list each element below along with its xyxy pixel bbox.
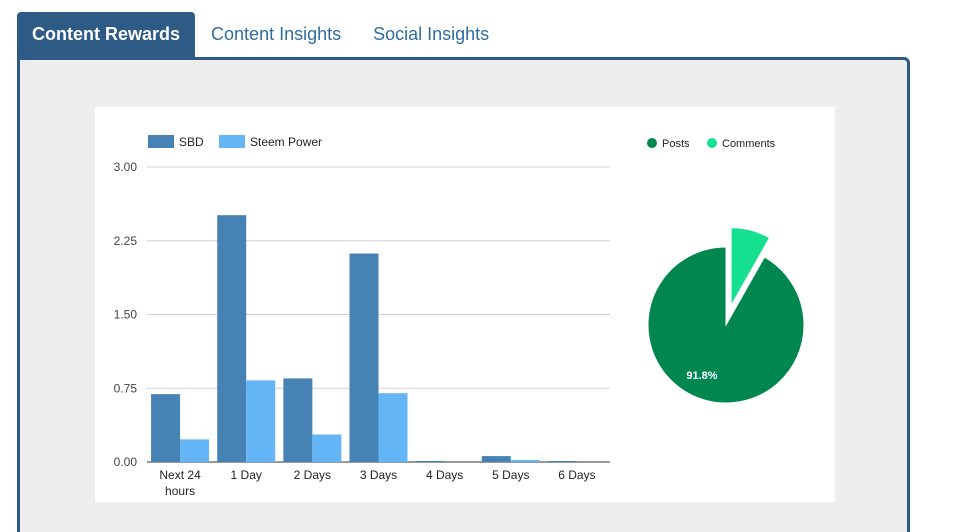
bar-steem-power (312, 434, 342, 462)
x-tick-label: 2 Days (294, 468, 331, 482)
x-tick-label: 3 Days (360, 468, 397, 482)
y-tick-label: 0.00 (114, 455, 138, 469)
bar-sbd (217, 215, 247, 462)
legend-dot-comments (707, 138, 717, 148)
bar-sbd (547, 461, 577, 462)
legend-label-posts: Posts (662, 138, 690, 150)
bar-sbd (415, 461, 445, 462)
legend-label-steem-power: Steem Power (250, 135, 322, 149)
charts-svg: SBD Steem Power 3.00 2.25 1.50 0.75 0.00 Next 2… (114, 135, 805, 498)
bar-sbd (283, 378, 313, 462)
y-tick-label: 3.00 (114, 160, 138, 174)
y-tick-label: 1.50 (114, 308, 138, 322)
legend-dot-posts (647, 138, 657, 148)
x-tick-label: 5 Days (492, 468, 529, 482)
bar-steem-power (246, 380, 276, 462)
y-tick-label: 0.75 (114, 381, 138, 395)
bar-steem-power (378, 393, 408, 462)
tab-social-insights[interactable]: Social Insights (373, 24, 490, 44)
legend-swatch-sbd (148, 135, 174, 148)
bar-sbd (151, 394, 181, 462)
legend-label-comments: Comments (722, 138, 776, 150)
pie-slice-comments (730, 227, 771, 308)
x-tick-label: 6 Days (558, 468, 595, 482)
tab-content-rewards[interactable]: Content Rewards (17, 12, 196, 57)
legend-swatch-steem-power (219, 135, 245, 148)
chart-card: SBD Steem Power 3.00 2.25 1.50 0.75 0.00 Next 2… (95, 107, 835, 502)
tab-content-insights[interactable]: Content Insights (211, 24, 342, 44)
bar-steem-power (180, 439, 210, 462)
pie-slice-label: 91.8% (686, 370, 717, 382)
legend-label-sbd: SBD (179, 135, 204, 149)
x-tick-label: 1 Day (231, 468, 262, 482)
bar-steem-power (510, 460, 540, 462)
bar-sbd (481, 456, 511, 462)
bar-sbd (349, 253, 379, 462)
y-tick-label: 2.25 (114, 234, 138, 248)
x-tick-label: 4 Days (426, 468, 463, 482)
x-tick-label: Next 24 hours (159, 468, 201, 498)
pie-slice-posts (647, 246, 805, 404)
tab-bar: Content Rewards Content Insights Social … (17, 12, 505, 57)
